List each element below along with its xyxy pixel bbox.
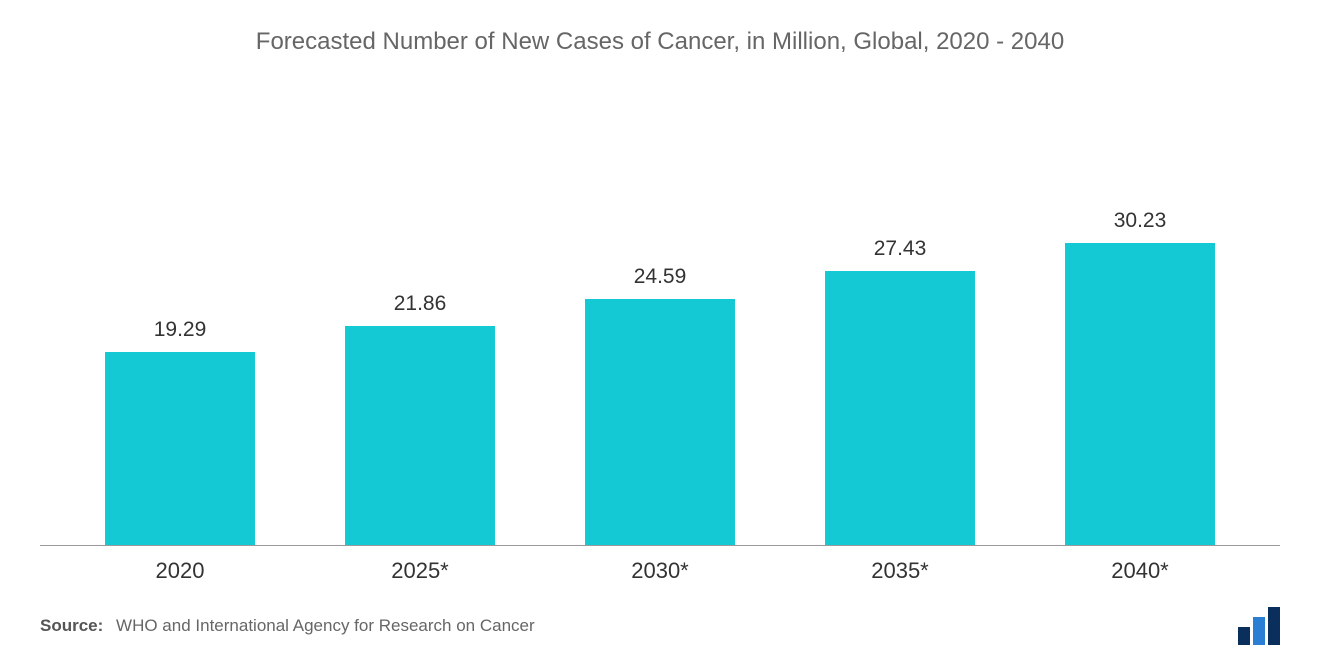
x-axis-labels: 2020 2025* 2030* 2035* 2040* xyxy=(40,546,1280,584)
logo-bar xyxy=(1268,607,1280,645)
bar xyxy=(105,352,255,545)
source-label: Source: xyxy=(40,616,103,635)
x-label: 2020 xyxy=(95,558,265,584)
chart-title: Forecasted Number of New Cases of Cancer… xyxy=(40,28,1280,56)
bar xyxy=(1065,243,1215,545)
chart-container: Forecasted Number of New Cases of Cancer… xyxy=(0,0,1320,665)
source-text: Source: WHO and International Agency for… xyxy=(40,616,535,636)
bar-value-label: 21.86 xyxy=(394,292,447,316)
bar xyxy=(345,326,495,545)
chart-footer: Source: WHO and International Agency for… xyxy=(40,607,1280,645)
x-label: 2040* xyxy=(1055,558,1225,584)
bar-value-label: 27.43 xyxy=(874,237,927,261)
x-label: 2025* xyxy=(335,558,505,584)
x-label: 2035* xyxy=(815,558,985,584)
bar xyxy=(585,299,735,545)
bar-value-label: 19.29 xyxy=(154,318,207,342)
bar-group: 19.29 xyxy=(95,318,265,545)
bar xyxy=(825,271,975,545)
x-label: 2030* xyxy=(575,558,745,584)
bar-group: 27.43 xyxy=(815,237,985,545)
bar-value-label: 24.59 xyxy=(634,265,687,289)
logo-bar xyxy=(1238,627,1250,645)
bar-group: 30.23 xyxy=(1055,209,1225,545)
plot-area: 19.29 21.86 24.59 27.43 30.23 xyxy=(40,66,1280,546)
source-body: WHO and International Agency for Researc… xyxy=(116,616,535,635)
bar-value-label: 30.23 xyxy=(1114,209,1167,233)
mordor-logo-icon xyxy=(1238,607,1280,645)
logo-bar xyxy=(1253,617,1265,645)
bar-group: 21.86 xyxy=(335,292,505,545)
bar-group: 24.59 xyxy=(575,265,745,545)
